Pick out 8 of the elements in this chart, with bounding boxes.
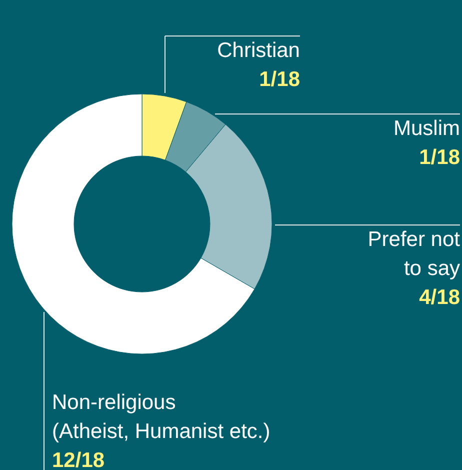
slice-label: Prefer not to say <box>368 228 460 280</box>
slice-label: Muslim <box>394 117 460 140</box>
slice-label: Christian <box>217 39 300 62</box>
slice-label: Non-religious (Atheist, Humanist etc.) <box>52 391 270 443</box>
data-label: 12/18 <box>52 449 105 470</box>
data-label: 1/18 <box>259 68 300 91</box>
data-label: 4/18 <box>419 286 460 309</box>
data-label: 1/18 <box>419 146 460 169</box>
